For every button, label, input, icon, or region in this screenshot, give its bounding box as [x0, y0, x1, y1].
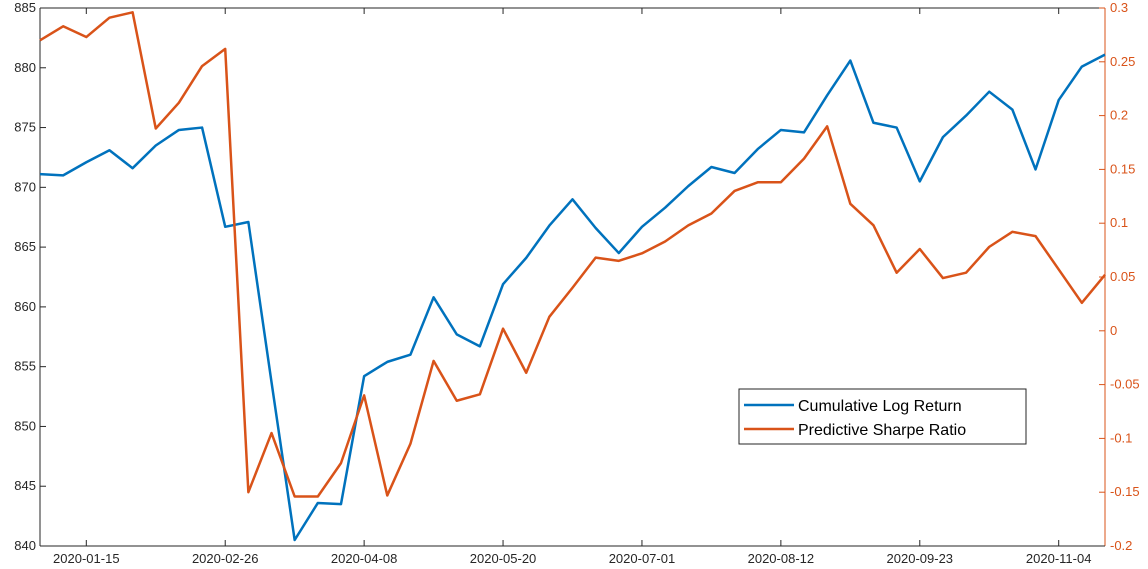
x-axis: 2020-01-15 2020-02-26 2020-04-08 2020-05-20… — [40, 8, 1105, 566]
legend: Cumulative Log Return Predictive Sharpe … — [738, 388, 1027, 445]
left-y-tick-label: 870 — [14, 179, 36, 194]
left-y-tick-label: 840 — [14, 538, 36, 553]
legend-label-cumulative-log-return: Cumulative Log Return — [798, 398, 962, 415]
x-tick-label: 2020-11-04 — [1026, 551, 1092, 566]
x-tick-label: 2020-04-08 — [331, 551, 398, 566]
right-y-tick-label: 0.3 — [1110, 0, 1128, 15]
right-y-tick-label: -0.2 — [1110, 538, 1132, 553]
x-tick-label: 2020-08-12 — [748, 551, 815, 566]
left-y-tick-label: 885 — [14, 0, 36, 15]
x-tick-label: 2020-01-15 — [53, 551, 120, 566]
plot-area — [40, 7, 1105, 546]
series-line-predictive-sharpe-ratio — [39, 11, 1106, 498]
left-y-tick-label: 875 — [14, 120, 36, 135]
right-y-tick-label: 0.25 — [1110, 54, 1135, 69]
series-layer — [39, 11, 1106, 542]
left-y-tick-label: 855 — [14, 359, 36, 374]
right-y-tick-label: 0.15 — [1110, 161, 1135, 176]
right-y-tick-label: -0.1 — [1110, 430, 1132, 445]
right-y-tick-label: 0.2 — [1110, 108, 1128, 123]
right-y-tick-label: 0.1 — [1110, 215, 1128, 230]
left-y-tick-label: 880 — [14, 60, 36, 75]
series-line-cumulative-log-return — [39, 53, 1106, 542]
plot-background — [40, 8, 1105, 546]
right-y-tick-label: -0.15 — [1110, 484, 1140, 499]
left-y-tick-label: 850 — [14, 418, 36, 433]
x-tick-label: 2020-09-23 — [887, 551, 954, 566]
left-y-tick-label: 865 — [14, 239, 36, 254]
left-y-tick-label: 860 — [14, 299, 36, 314]
x-tick-label: 2020-02-26 — [192, 551, 259, 566]
left-y-tick-label: 845 — [14, 478, 36, 493]
x-tick-label: 2020-07-01 — [609, 551, 676, 566]
right-y-tick-label: -0.05 — [1110, 377, 1140, 392]
right-y-tick-label: 0.05 — [1110, 269, 1135, 284]
right-y-axis: -0.2 -0.15 -0.1 -0.05 0 0.05 0.1 0.15 0.2 0.25 0.3 — [1099, 0, 1140, 553]
right-y-tick-label: 0 — [1110, 323, 1117, 338]
x-tick-label: 2020-05-20 — [470, 551, 537, 566]
left-y-axis: 840 845 850 855 860 865 870 875 880 885 — [14, 0, 46, 553]
legend-label-predictive-sharpe-ratio: Predictive Sharpe Ratio — [798, 422, 966, 439]
legend-box — [738, 388, 1027, 445]
